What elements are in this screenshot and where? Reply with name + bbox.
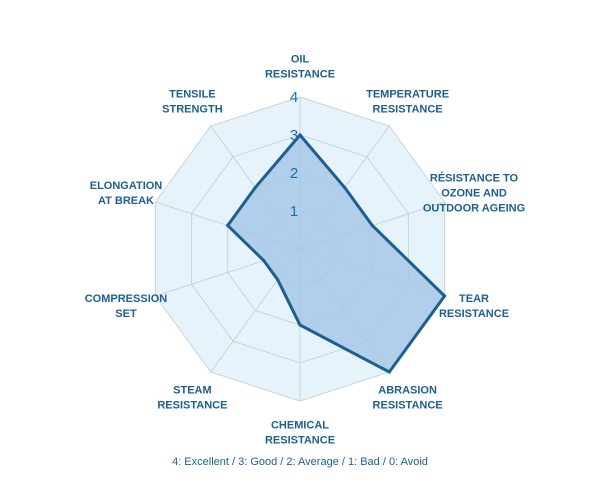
axis-label-4: TEAR RESISTANCE: [439, 293, 509, 320]
tick-label-4: 4: [290, 89, 298, 106]
axis-label-1: OIL RESISTANCE: [265, 54, 335, 81]
data-point-9: [226, 224, 230, 227]
axis-label-2: TEMPERATURE RESISTANCE: [366, 88, 449, 115]
data-point-5: [387, 370, 391, 374]
data-point-4: [443, 294, 447, 298]
data-point-3: [370, 224, 374, 227]
axis-label-9: ELONGATION AT BREAK: [90, 180, 163, 207]
tick-labels: 1 2 3 4: [290, 89, 298, 220]
tick-label-2: 2: [290, 165, 298, 182]
data-point-8: [262, 259, 266, 263]
tick-label-1: 1: [290, 203, 298, 220]
axis-label-5: ABRASION RESISTANCE: [373, 385, 443, 412]
data-point-10: [253, 186, 257, 189]
axis-label-3: RÉSISTANCE TO OZONE AND OUTDOOR AGEING: [423, 171, 525, 214]
data-point-1: [298, 133, 302, 137]
axis-labels: OIL RESISTANCE TEMPERATURE RESISTANCE RÉSIST…: [85, 54, 525, 447]
axis-label-10: TENSILE STRENGTH: [162, 88, 223, 115]
axis-label-7: STEAM RESISTANCE: [157, 385, 227, 412]
scale-legend: 4: Excellent / 3: Good / 2: Average / 1:…: [172, 456, 428, 468]
axis-label-8: COMPRESSION SET: [85, 293, 168, 320]
data-point-2: [343, 186, 347, 189]
data-point-7: [276, 278, 280, 282]
axis-label-6: CHEMICAL RESISTANCE: [265, 420, 335, 447]
series-layer: [225, 132, 447, 374]
data-point-6: [298, 323, 302, 327]
tick-label-3: 3: [290, 127, 298, 144]
